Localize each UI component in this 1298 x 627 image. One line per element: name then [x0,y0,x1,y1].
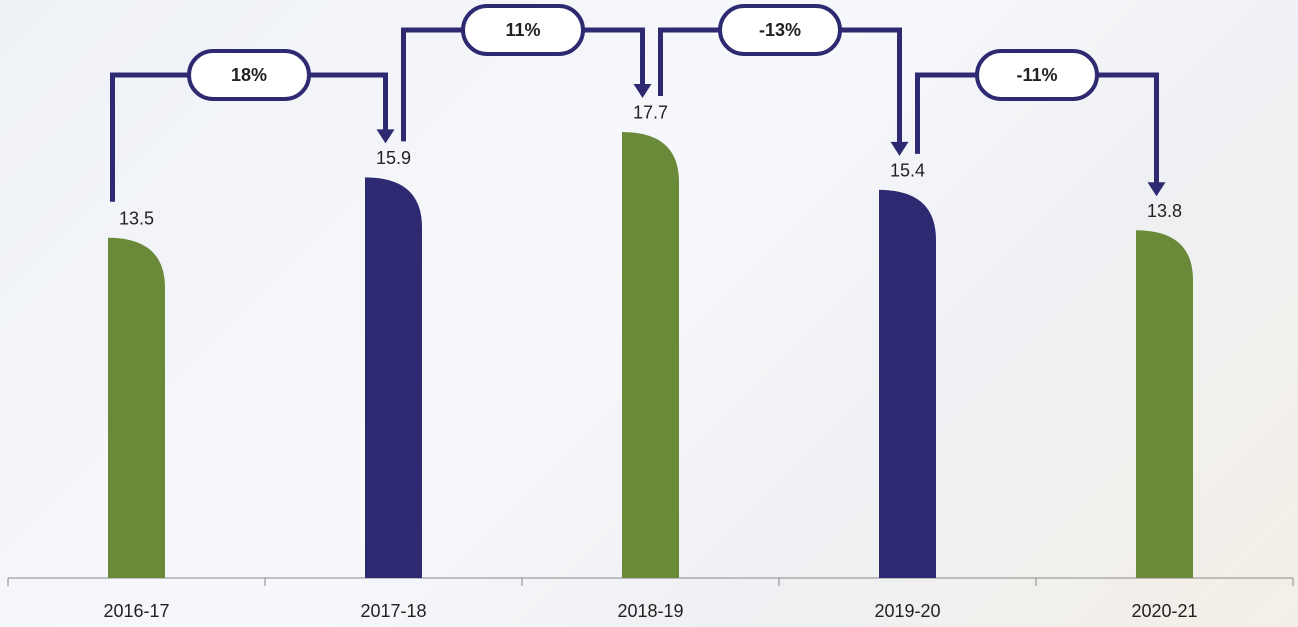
value-label: 17.7 [633,103,668,123]
value-label: 13.5 [119,209,154,229]
x-tick-label: 2018-19 [617,601,683,621]
arrowhead [376,129,395,144]
change-pill [461,4,585,56]
change-pill [975,49,1099,101]
value-label: 13.8 [1147,201,1182,221]
bar [365,177,422,578]
x-tick-label: 2016-17 [103,601,169,621]
change-label: 18% [231,65,267,85]
arrowhead [1147,182,1166,197]
arrowhead [890,141,909,156]
bar [108,237,165,579]
x-tick-label: 2019-20 [874,601,940,621]
bar [879,189,936,579]
change-pill [187,49,311,101]
x-tick-label: 2020-21 [1131,601,1197,621]
value-label: 15.9 [376,148,411,168]
x-tick-label: 2017-18 [360,601,426,621]
value-label: 15.4 [890,161,925,181]
change-label: -11% [1016,65,1057,85]
bar [622,131,679,578]
change-label: -13% [759,20,801,40]
change-pill [718,4,842,56]
bar [1136,230,1193,579]
change-label: 11% [505,20,540,40]
arrowhead [633,83,652,98]
